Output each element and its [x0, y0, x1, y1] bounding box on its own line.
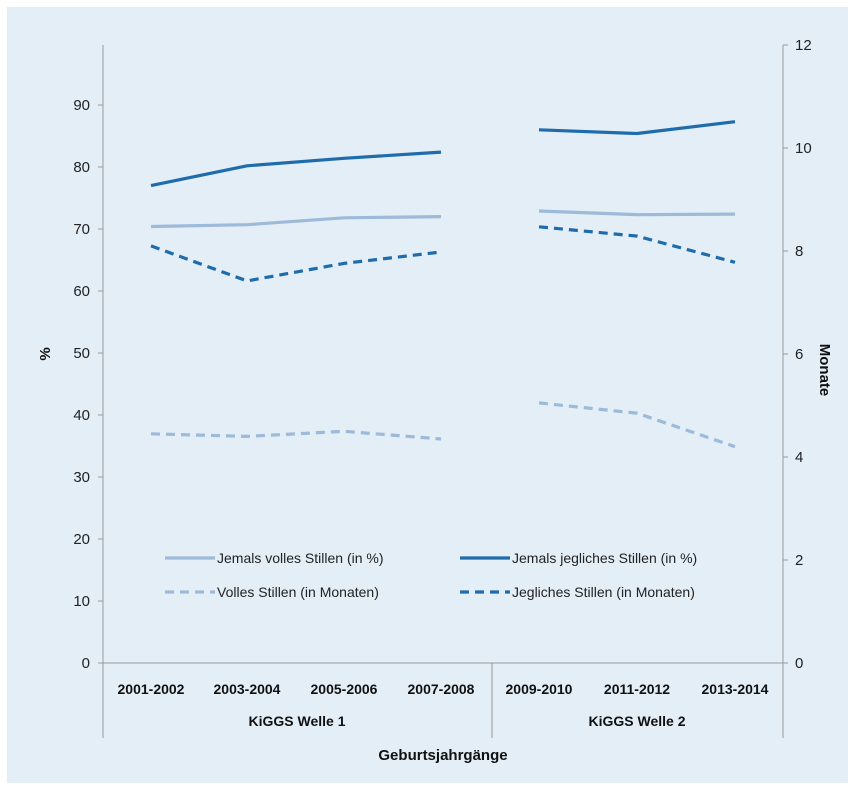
x-tick-label: 2011-2012 — [604, 681, 670, 697]
x-tick-label: 2009-2010 — [506, 681, 573, 697]
series-line — [538, 209, 736, 217]
x-tick-label: 2007-2008 — [408, 681, 475, 697]
legend-label: Jemals jegliches Stillen (in %) — [512, 550, 697, 566]
right-tick-label: 4 — [795, 449, 803, 466]
series-line — [150, 150, 442, 188]
left-axis-title: % — [37, 347, 54, 360]
group-label: KiGGS Welle 1 — [249, 713, 346, 729]
x-tick-label: 2003-2004 — [214, 681, 281, 697]
axes: 0 10 20 30 40 50 60 70 80 90 0 2 4 6 8 10 12 2001-2002 200… — [37, 37, 833, 764]
left-tick-label: 50 — [73, 345, 90, 362]
right-tick-label: 8 — [795, 243, 803, 260]
left-tick-label: 30 — [73, 469, 90, 486]
left-tick-label: 20 — [73, 531, 90, 548]
x-tick-label: 2013-2014 — [702, 681, 769, 697]
legend-label: Volles Stillen (in Monaten) — [217, 584, 379, 600]
series-line — [150, 244, 442, 283]
x-tick-label: 2005-2006 — [311, 681, 378, 697]
legend: Jemals volles Stillen (in %) Jemals jegli… — [165, 550, 697, 600]
legend-label: Jegliches Stillen (in Monaten) — [512, 584, 695, 600]
series-line — [538, 225, 736, 264]
series-layer — [150, 120, 736, 449]
series-line — [150, 215, 442, 229]
right-tick-label: 0 — [795, 655, 803, 672]
group-label: KiGGS Welle 2 — [589, 713, 686, 729]
series-line — [538, 120, 736, 136]
right-tick-label: 2 — [795, 552, 803, 569]
left-tick-label: 60 — [73, 283, 90, 300]
x-axis-title: Geburtsjahrgänge — [378, 747, 507, 764]
left-tick-label: 10 — [73, 593, 90, 610]
left-tick-label: 80 — [73, 159, 90, 176]
series-line — [538, 401, 736, 449]
right-axis-title: Monate — [816, 344, 833, 397]
left-tick-label: 70 — [73, 221, 90, 238]
left-tick-label: 40 — [73, 407, 90, 424]
right-tick-label: 10 — [795, 140, 812, 157]
chart-background — [7, 7, 848, 783]
right-tick-label: 6 — [795, 346, 803, 363]
left-tick-label: 90 — [73, 97, 90, 114]
series-line — [150, 429, 442, 441]
legend-label: Jemals volles Stillen (in %) — [217, 550, 384, 566]
right-tick-label: 12 — [795, 37, 812, 54]
left-tick-label: 0 — [82, 655, 90, 672]
x-tick-label: 2001-2002 — [118, 681, 185, 697]
